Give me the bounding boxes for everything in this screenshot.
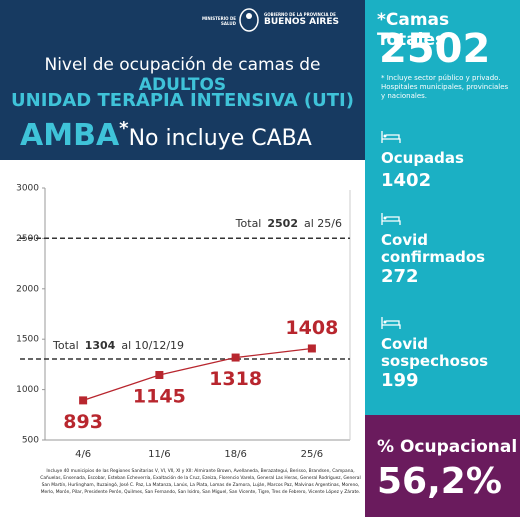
bed-icon <box>381 131 401 143</box>
reference-suffix: al 25/6 <box>304 217 342 230</box>
asterisk: * <box>119 118 129 139</box>
title: Nivel de ocupación de camas de ADULTOS <box>0 55 365 95</box>
bed-icon <box>381 317 401 329</box>
data-point <box>307 344 316 353</box>
government-logo: GOBIERNO DE LA PROVINCIA DE <box>264 12 336 17</box>
title-highlight: ADULTOS <box>138 75 227 95</box>
x-tick-label: 18/6 <box>224 449 246 460</box>
bed-icon <box>381 213 401 225</box>
stat-value: 1402 <box>381 170 432 191</box>
occupancy-label: % Ocupacional <box>377 437 518 457</box>
data-point <box>231 353 240 362</box>
y-tick-label: 3000 <box>16 184 39 194</box>
value-label: 1145 <box>133 385 186 407</box>
header: MINISTERIO DE SALUD GOBIERNO DE LA PROVI… <box>0 0 365 160</box>
x-tick-label: 25/6 <box>301 449 323 460</box>
reference-prefix: Total <box>235 217 262 230</box>
title-prefix: Nivel de ocupación de camas de <box>44 55 321 75</box>
reference-prefix: Total <box>52 339 79 352</box>
region: AMBA <box>20 118 120 153</box>
y-tick-label: 2000 <box>16 284 39 294</box>
y-tick-label: 1500 <box>16 335 39 345</box>
stat-label: Covid confirmados <box>381 231 486 266</box>
stat-value: 272 <box>381 266 419 287</box>
data-point <box>155 370 164 379</box>
x-tick-label: 11/6 <box>148 449 170 460</box>
ministry-logo: MINISTERIO DE SALUD <box>201 16 236 26</box>
emblem <box>239 8 259 32</box>
data-line <box>82 347 312 402</box>
total-note: * Incluye sector público y privado. Hosp… <box>381 74 509 100</box>
value-label: 1318 <box>209 368 262 390</box>
occupancy-value: 56,2% <box>377 461 502 502</box>
y-tick-label: 1000 <box>16 385 39 395</box>
total-label: *Camas Totales <box>377 10 450 50</box>
reference-value: 2502 <box>267 217 298 230</box>
x-tick-label: 4/6 <box>75 449 91 460</box>
subtitle: UNIDAD TERAPIA INTENSIVA (UTI) <box>11 90 354 111</box>
stat-label: Covid sospechosos <box>381 335 489 370</box>
y-tick-label: 2500 <box>16 234 39 244</box>
footnote: Incluye 40 municipios de las Regiones Sa… <box>40 469 361 495</box>
region-note: No incluye CABA <box>128 126 312 151</box>
stats-panel: *Camas Totales 2502 * Incluye sector púb… <box>365 0 520 415</box>
data-point <box>79 396 88 405</box>
reference-label: Total 2502 al 25/6 <box>235 217 342 230</box>
total-value: 2502 <box>379 26 491 72</box>
y-tick-label: 500 <box>22 436 39 446</box>
stat-label: Ocupadas <box>381 149 464 167</box>
region-line: AMBA*No incluye CABA <box>20 118 312 153</box>
occupancy-panel: % Ocupacional 56,2% <box>365 415 520 517</box>
province-logo: BUENOS AIRES <box>264 17 339 27</box>
reference-label: Total 1304 al 10/12/19 <box>52 339 184 352</box>
reference-suffix: al 10/12/19 <box>121 339 184 352</box>
value-label: 1408 <box>285 317 338 339</box>
reference-value: 1304 <box>85 339 116 352</box>
stat-value: 199 <box>381 370 419 391</box>
value-label: 893 <box>63 411 103 433</box>
